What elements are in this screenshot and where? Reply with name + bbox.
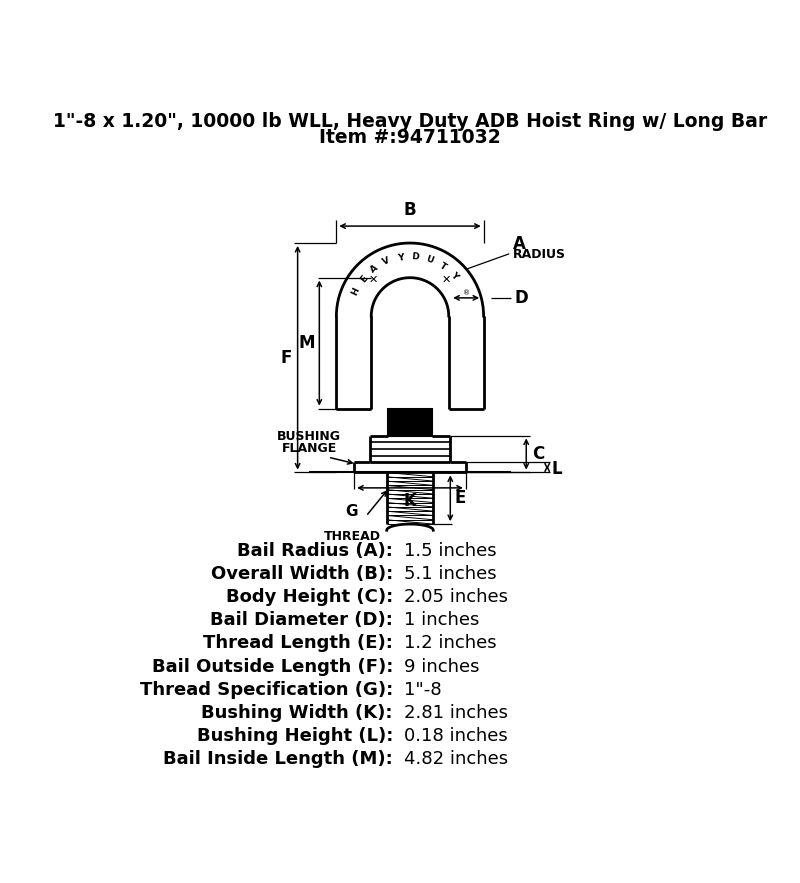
Text: Bail Inside Length (M):: Bail Inside Length (M): <box>163 750 393 768</box>
Text: 1.2 inches: 1.2 inches <box>404 634 497 653</box>
Text: 1 inches: 1 inches <box>404 611 479 630</box>
Text: 4.82 inches: 4.82 inches <box>404 750 508 768</box>
Text: G: G <box>346 504 358 519</box>
Text: A: A <box>369 263 379 275</box>
Text: FLANGE: FLANGE <box>282 442 337 455</box>
Text: RADIUS: RADIUS <box>513 248 566 261</box>
Text: E: E <box>358 274 369 284</box>
Text: A: A <box>513 235 526 253</box>
Text: Overall Width (B):: Overall Width (B): <box>210 565 393 583</box>
Text: V: V <box>382 256 392 267</box>
Text: 2.81 inches: 2.81 inches <box>404 704 508 721</box>
Text: Bail Outside Length (F):: Bail Outside Length (F): <box>151 658 393 675</box>
Text: THREAD: THREAD <box>323 530 380 543</box>
Text: E: E <box>454 489 466 507</box>
Text: Bail Radius (A):: Bail Radius (A): <box>237 542 393 560</box>
Text: Y: Y <box>448 270 459 281</box>
Text: BUSHING: BUSHING <box>278 430 342 443</box>
Text: 1.5 inches: 1.5 inches <box>404 542 497 560</box>
Text: H: H <box>350 286 362 297</box>
Text: 1"-8: 1"-8 <box>404 681 442 698</box>
Text: Bail Diameter (D):: Bail Diameter (D): <box>210 611 393 630</box>
Text: Body Height (C):: Body Height (C): <box>226 588 393 607</box>
Text: ✕: ✕ <box>369 275 378 284</box>
Text: ✕: ✕ <box>442 275 451 284</box>
Text: 9 inches: 9 inches <box>404 658 479 675</box>
Text: Bushing Width (K):: Bushing Width (K): <box>202 704 393 721</box>
Text: 0.18 inches: 0.18 inches <box>404 727 507 745</box>
Text: T: T <box>438 261 447 272</box>
Text: D: D <box>514 289 528 307</box>
Text: U: U <box>425 254 434 266</box>
Text: D: D <box>411 253 419 262</box>
Text: Y: Y <box>397 253 405 262</box>
Text: Thread Specification (G):: Thread Specification (G): <box>140 681 393 698</box>
Text: 2.05 inches: 2.05 inches <box>404 588 508 607</box>
Text: Thread Length (E):: Thread Length (E): <box>203 634 393 653</box>
Text: ®: ® <box>462 291 470 297</box>
Text: 5.1 inches: 5.1 inches <box>404 565 497 583</box>
Text: 1"-8 x 1.20", 10000 lb WLL, Heavy Duty ADB Hoist Ring w/ Long Bar: 1"-8 x 1.20", 10000 lb WLL, Heavy Duty A… <box>53 112 767 131</box>
Text: Bushing Height (L):: Bushing Height (L): <box>197 727 393 745</box>
Text: K: K <box>403 493 417 510</box>
Text: L: L <box>552 460 562 478</box>
Bar <box>388 409 432 435</box>
Text: M: M <box>299 334 315 352</box>
Text: C: C <box>533 445 545 463</box>
Text: B: B <box>404 201 416 219</box>
Text: F: F <box>281 349 292 366</box>
Text: Item #:94711032: Item #:94711032 <box>319 128 501 147</box>
